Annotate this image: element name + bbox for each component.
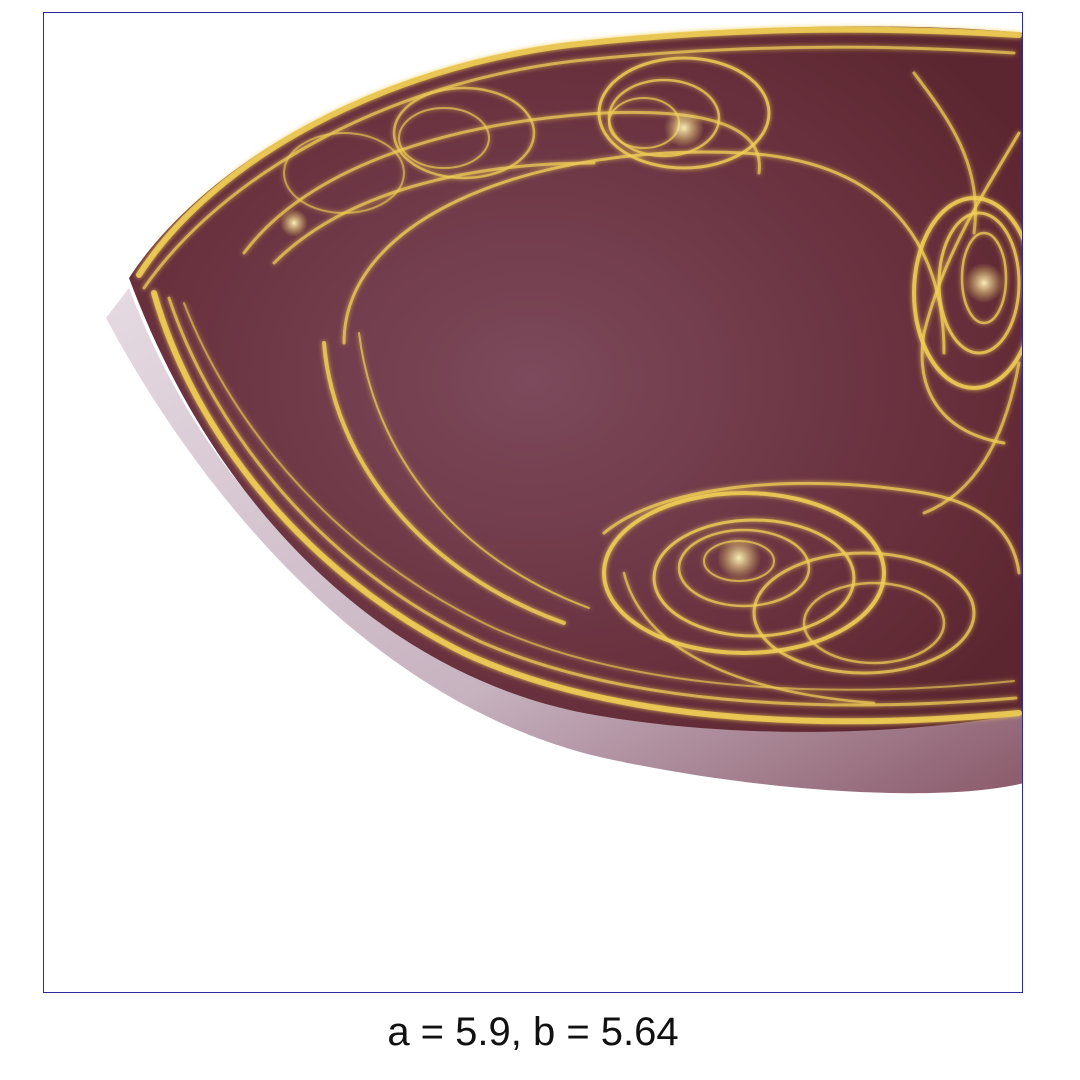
attractor-render <box>106 26 1022 794</box>
surface-body <box>129 26 1022 732</box>
attractor-plot-frame <box>43 12 1023 993</box>
parameter-caption: a = 5.9, b = 5.64 <box>387 1010 679 1054</box>
filament-bands <box>136 26 1022 725</box>
glow-spot <box>717 536 761 580</box>
glow-spot <box>964 263 1004 303</box>
glow-spot <box>280 209 308 237</box>
glow-spot <box>664 108 704 148</box>
